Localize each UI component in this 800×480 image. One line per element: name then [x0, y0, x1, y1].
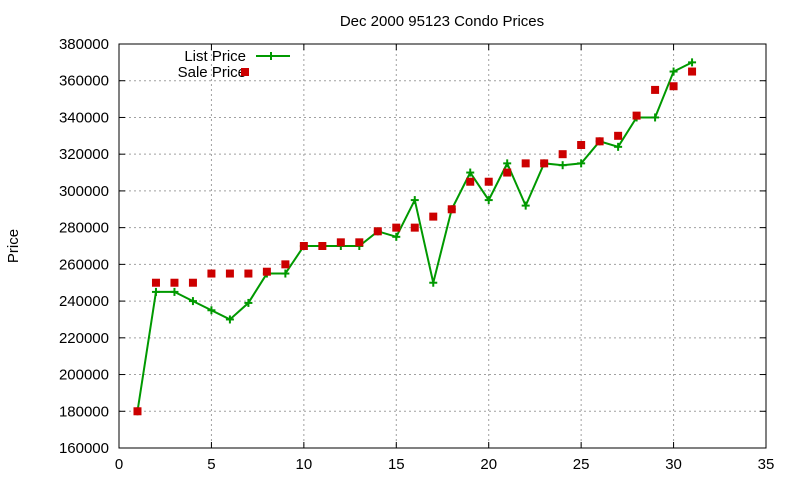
plot-frame	[118, 43, 767, 449]
sale-price-point	[318, 242, 327, 250]
list-price-point	[558, 161, 567, 170]
legend-label-sale-price: Sale Price	[178, 64, 246, 81]
sale-price-point	[410, 223, 419, 232]
x-tick-label: 20	[480, 456, 497, 473]
sale-price-point	[651, 85, 660, 94]
y-tick-label: 300000	[59, 183, 109, 200]
y-tick-label: 340000	[59, 109, 109, 126]
list-price-series	[133, 58, 697, 416]
y-tick-label: 180000	[59, 403, 109, 420]
list-price-point	[429, 278, 438, 287]
x-tick-label: 15	[388, 456, 405, 473]
x-axis-ticks: 0 5 10 15 20 25 30 35	[115, 44, 775, 473]
sale-price-point	[281, 260, 290, 269]
sale-price-point	[595, 137, 604, 146]
sale-price-point	[244, 269, 253, 278]
sale-price-point	[133, 407, 142, 416]
sale-price-point	[447, 205, 456, 214]
list-price-line	[136, 61, 693, 412]
sale-price-point	[688, 67, 697, 76]
sale-price-point	[429, 212, 438, 221]
sale-price-point	[540, 159, 549, 168]
legend-label-list-price: List Price	[184, 48, 246, 65]
list-price-point	[688, 58, 697, 67]
list-price-point	[577, 159, 586, 168]
list-price-point	[614, 142, 623, 151]
chart-title: Dec 2000 95123 Condo Prices	[340, 13, 544, 30]
list-price-point	[651, 113, 660, 122]
sale-price-series	[133, 67, 697, 416]
list-price-point	[151, 287, 160, 296]
sale-price-point	[188, 278, 197, 287]
x-tick-label: 5	[207, 456, 215, 473]
list-price-point	[281, 269, 290, 278]
y-tick-label: 260000	[59, 256, 109, 273]
sale-price-point	[151, 278, 160, 287]
sale-price-point	[299, 242, 308, 250]
sale-price-point	[484, 177, 493, 186]
sale-price-point	[521, 159, 530, 168]
sale-price-point	[558, 150, 567, 159]
sale-price-point	[336, 238, 345, 247]
list-price-point	[170, 287, 179, 296]
sale-price-point	[632, 111, 641, 120]
sale-price-point	[355, 238, 364, 247]
list-price-point	[207, 306, 216, 315]
sale-price-point	[669, 82, 678, 91]
sale-price-point	[614, 131, 623, 140]
list-price-point	[244, 298, 253, 307]
y-tick-label: 220000	[59, 330, 109, 347]
x-tick-label: 35	[758, 456, 775, 473]
y-tick-label: 240000	[59, 293, 109, 310]
sale-price-point	[503, 168, 512, 177]
y-tick-label: 320000	[59, 146, 109, 163]
sale-price-point	[373, 227, 382, 236]
x-tick-label: 30	[665, 456, 682, 473]
list-price-point	[484, 196, 493, 205]
y-tick-label: 200000	[59, 367, 109, 384]
sale-price-point	[392, 223, 401, 232]
list-price-point	[410, 196, 419, 205]
sale-price-point	[466, 177, 475, 186]
y-tick-label: 160000	[59, 440, 109, 457]
y-axis-label: Price	[5, 229, 22, 263]
x-tick-label: 25	[573, 456, 590, 473]
list-price-point	[503, 159, 512, 168]
sale-price-point	[207, 269, 216, 278]
sale-price-point	[577, 141, 586, 149]
list-price-point	[188, 297, 197, 306]
legend-marker-list-price	[267, 52, 275, 60]
list-price-point	[225, 315, 234, 324]
list-price-point	[466, 168, 475, 177]
sale-price-point	[170, 278, 179, 287]
y-tick-label: 380000	[59, 36, 109, 53]
y-tick-label: 360000	[59, 73, 109, 90]
sale-price-point	[225, 269, 234, 278]
legend-swatch-sale-price	[241, 68, 249, 76]
list-price-point	[669, 67, 678, 76]
y-tick-label: 280000	[59, 220, 109, 237]
list-price-point	[392, 232, 401, 241]
x-tick-label: 0	[115, 456, 123, 473]
list-price-point	[521, 201, 530, 210]
x-tick-label: 10	[296, 456, 313, 473]
y-axis-ticks: 160000 180000 200000 220000 240000 260000 2800…	[59, 36, 766, 457]
sale-price-point	[262, 267, 271, 276]
series-layer	[133, 58, 697, 416]
